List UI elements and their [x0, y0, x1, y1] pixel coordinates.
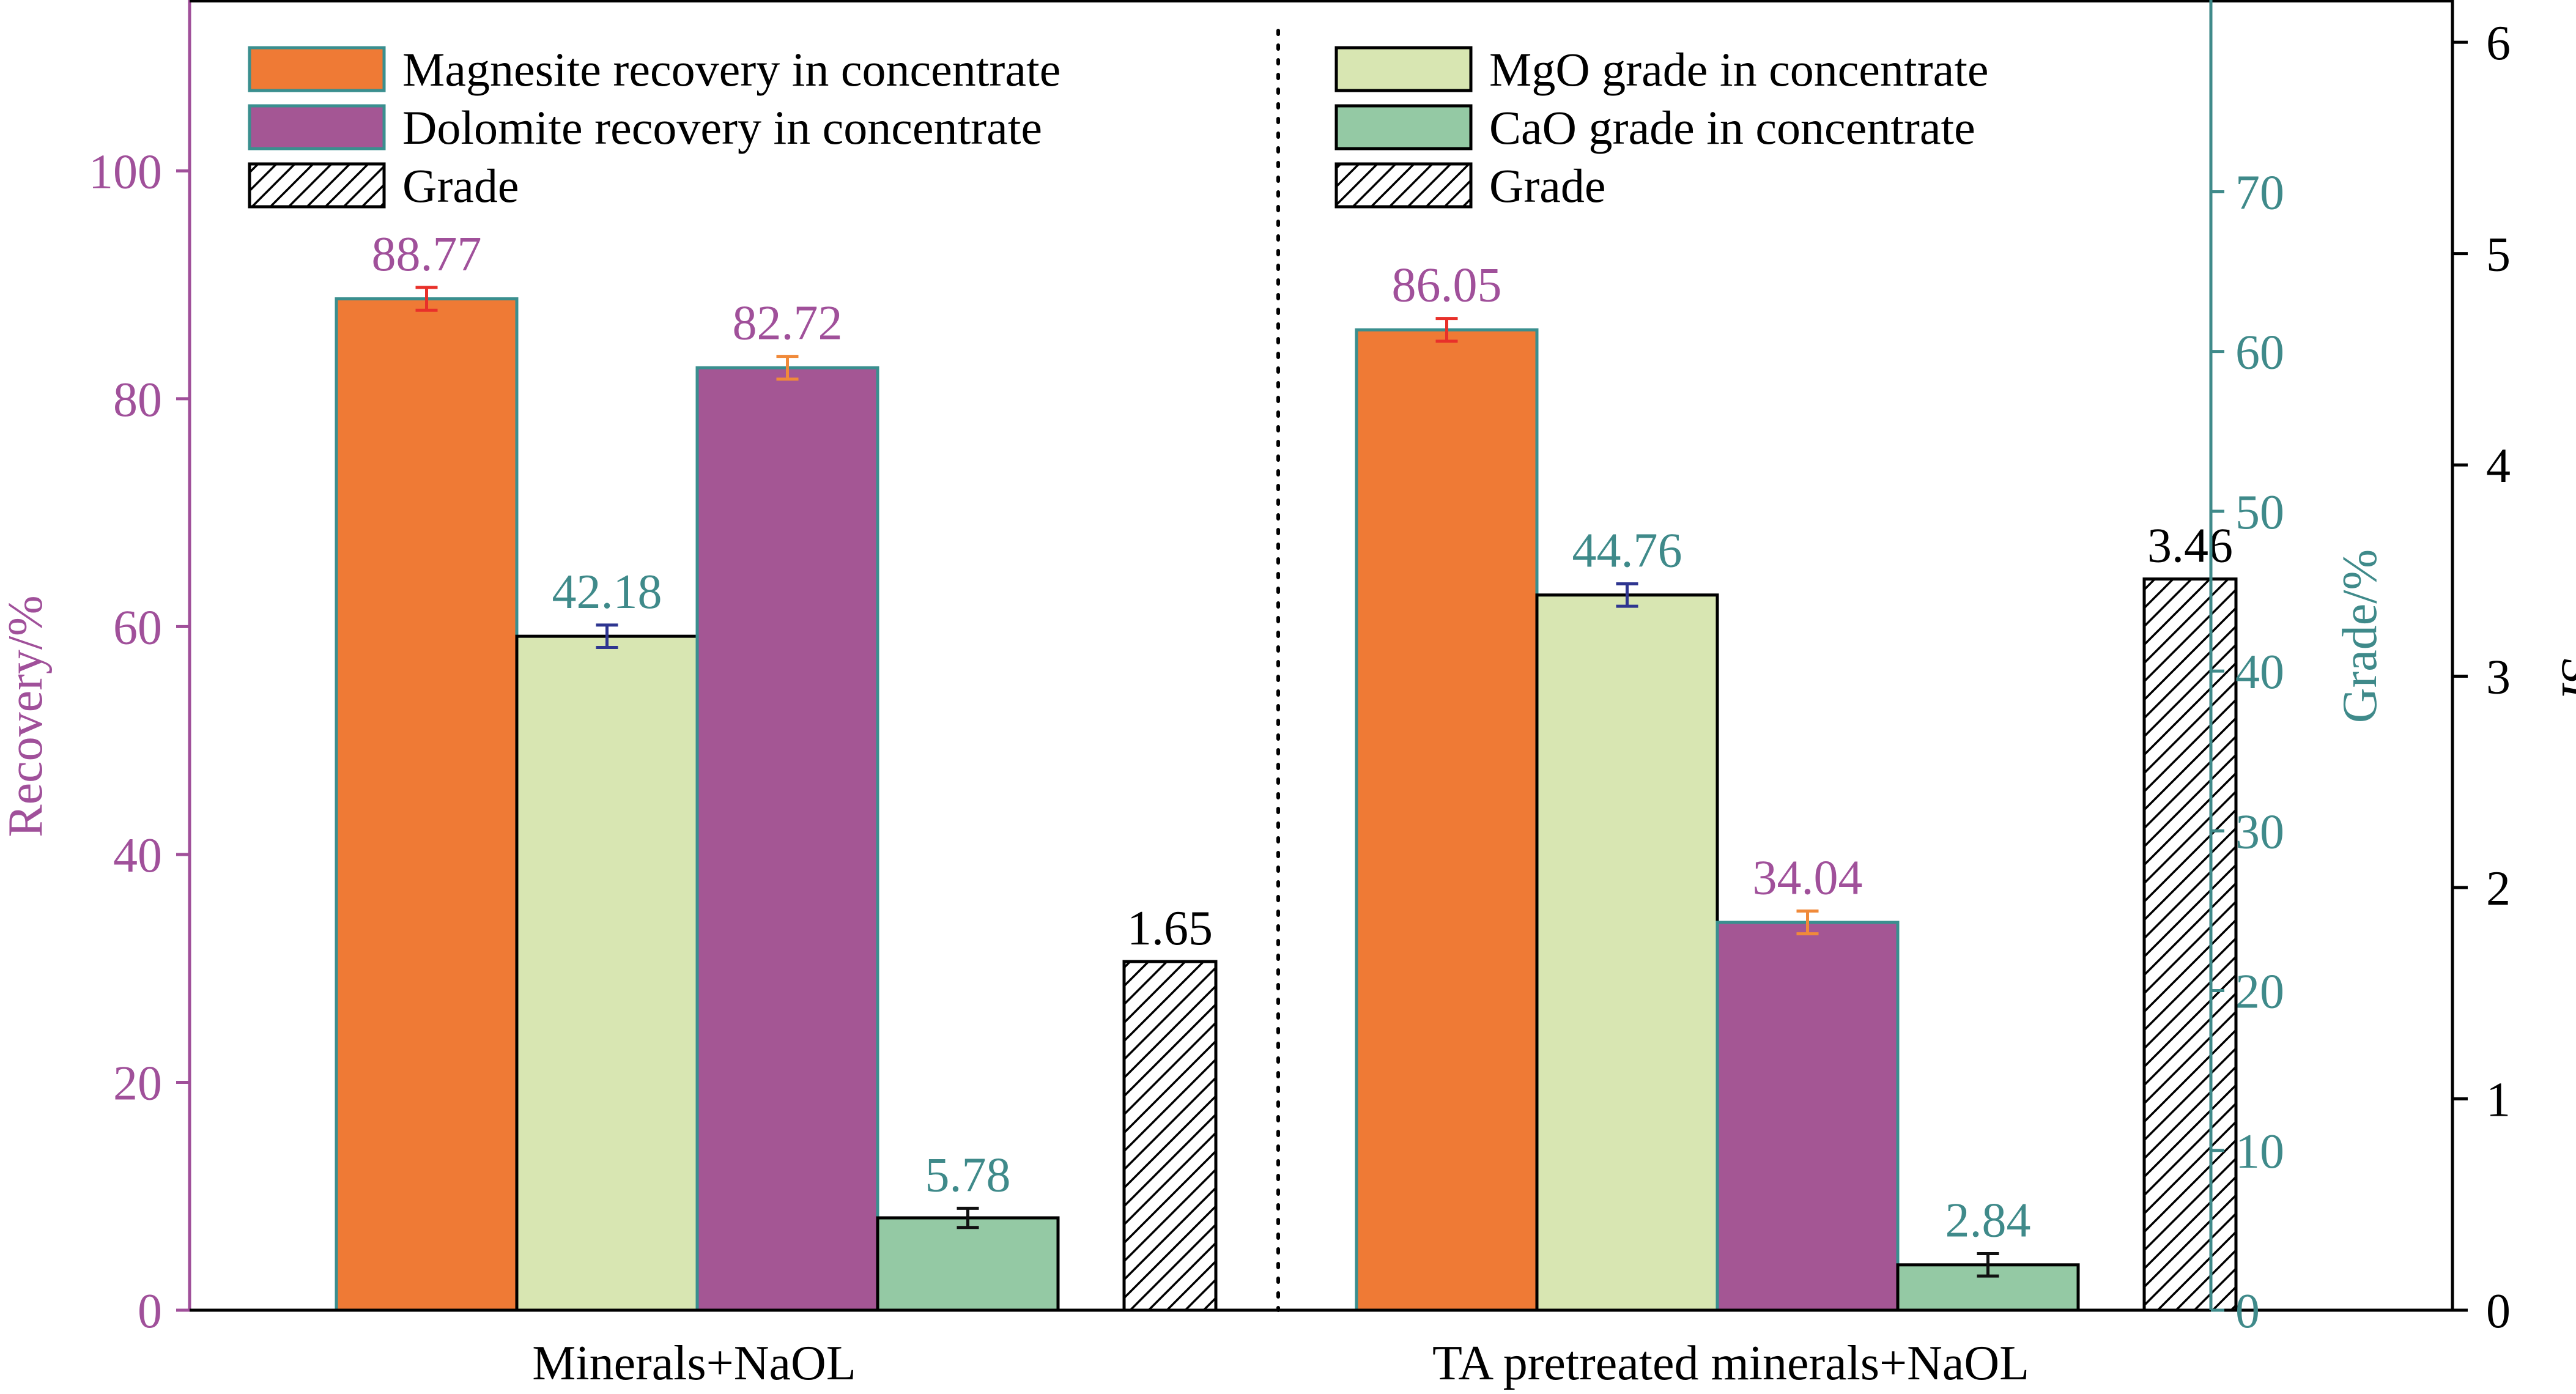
data-label-magnesite-recovery-in-concentrate-group-2: 86.05 — [1392, 259, 1502, 313]
legend-label-1-2: Dolomite recovery in concentrate — [402, 101, 1042, 154]
recovery-tick-label: 100 — [89, 145, 162, 199]
si-tick-label: 6 — [2486, 17, 2511, 70]
legend-swatch-1-3 — [248, 162, 386, 209]
legend-layer: Magnesite recovery in concentrateDolomit… — [248, 43, 1989, 212]
si-tick-label: 0 — [2486, 1285, 2511, 1338]
data-label-mgo-grade-in-concentrate-group-1: 42.18 — [552, 565, 662, 619]
x-group-label-1: Minerals+NaOL — [532, 1337, 856, 1390]
legend-label-1-1: Magnesite recovery in concentrate — [402, 43, 1060, 96]
recovery-tick-label: 40 — [113, 829, 162, 883]
legend-label-2-1: MgO grade in concentrate — [1489, 43, 1989, 96]
legend-swatch-2-3 — [1334, 162, 1473, 209]
si-axis-title: SI — [2552, 659, 2576, 702]
bar-magnesite-recovery-in-concentrate-group-2 — [1355, 328, 1539, 1312]
data-label-magnesite-recovery-in-concentrate-group-1: 88.77 — [372, 228, 482, 281]
grade-axis-title: Grade/% — [2333, 549, 2387, 723]
grade-tick-label: 10 — [2235, 1125, 2284, 1179]
bar-mgo-grade-in-concentrate-group-1 — [515, 634, 699, 1312]
grade-tick-label: 70 — [2235, 166, 2284, 220]
grade-tick-label: 40 — [2235, 645, 2284, 699]
legend-label-2-3: Grade — [1489, 159, 1606, 212]
recovery-axis-title: Recovery/% — [0, 595, 53, 837]
si-tick-label: 5 — [2486, 228, 2511, 282]
bar-grade-group-2 — [2142, 577, 2238, 1312]
recovery-tick-label: 0 — [138, 1285, 162, 1338]
bar-magnesite-recovery-in-concentrate-group-1 — [335, 297, 519, 1312]
data-label-cao-grade-in-concentrate-group-1: 5.78 — [925, 1148, 1011, 1202]
bar-grade-group-1 — [1122, 960, 1218, 1312]
grade-tick-label: 60 — [2235, 326, 2284, 380]
grade-tick-label: 30 — [2235, 805, 2284, 859]
bar-cao-grade-in-concentrate-group-1 — [876, 1216, 1060, 1312]
bar-dolomite-recovery-in-concentrate-group-1 — [695, 366, 879, 1312]
legend-swatch-2-2 — [1334, 104, 1473, 150]
data-label-cao-grade-in-concentrate-group-2: 2.84 — [1945, 1194, 2031, 1248]
data-label-grade-group-2: 3.46 — [2147, 519, 2233, 573]
si-tick-label: 2 — [2486, 862, 2511, 916]
bars-layer: 88.77 42.18 82.72 5.78 1.65 86.05 44.76 34.04 2.… — [335, 228, 2238, 1312]
recovery-tick-label: 80 — [113, 373, 162, 427]
bar-dolomite-recovery-in-concentrate-group-2 — [1715, 921, 1900, 1312]
si-tick-label: 4 — [2486, 439, 2511, 493]
x-group-label-2: TA pretreated minerals+NaOL — [1432, 1337, 2029, 1390]
bar-mgo-grade-in-concentrate-group-2 — [1535, 593, 1719, 1312]
si-tick-label: 1 — [2486, 1073, 2511, 1127]
legend-swatch-1-1 — [248, 46, 386, 92]
axes-layer: 020406080100Recovery/%010203040506070Gra… — [0, 17, 2576, 1390]
legend-label-2-2: CaO grade in concentrate — [1489, 101, 1975, 154]
legend-swatch-2-1 — [1334, 46, 1473, 92]
grade-tick-label: 0 — [2235, 1285, 2260, 1338]
recovery-tick-label: 20 — [113, 1056, 162, 1110]
plot-frame — [188, 0, 2454, 1312]
data-label-grade-group-1: 1.65 — [1127, 902, 1213, 955]
grade-tick-label: 50 — [2235, 486, 2284, 539]
data-label-mgo-grade-in-concentrate-group-2: 44.76 — [1572, 524, 1682, 577]
si-tick-label: 3 — [2486, 651, 2511, 705]
recovery-tick-label: 60 — [113, 601, 162, 654]
data-label-dolomite-recovery-in-concentrate-group-2: 34.04 — [1753, 851, 1863, 905]
legend-label-1-3: Grade — [402, 159, 519, 212]
data-label-dolomite-recovery-in-concentrate-group-1: 82.72 — [733, 297, 843, 350]
grade-tick-label: 20 — [2235, 965, 2284, 1019]
legend-swatch-1-2 — [248, 104, 386, 150]
